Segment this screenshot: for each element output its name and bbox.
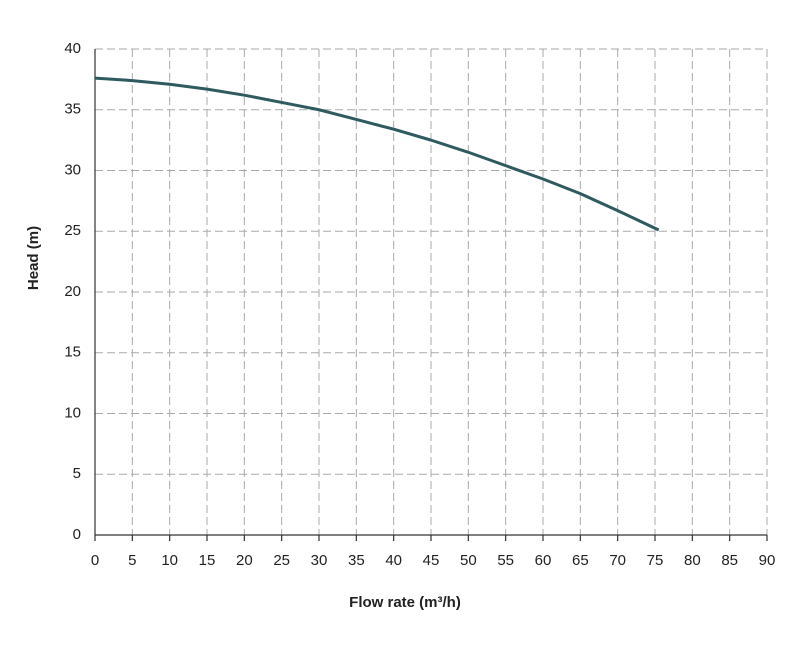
y-tick-label: 35 [64,101,81,118]
x-tick-label: 40 [385,552,402,569]
x-tick-label: 10 [161,552,178,569]
x-tick-label: 80 [684,552,701,569]
x-tick-label: 25 [273,552,290,569]
x-tick-label: 90 [759,552,776,569]
y-tick-label: 15 [64,344,81,361]
x-tick-label: 75 [647,552,664,569]
x-tick-label: 50 [460,552,477,569]
y-tick-label: 40 [64,40,81,57]
data-line [94,76,660,232]
x-tick-label: 55 [497,552,514,569]
x-tick-label: 15 [199,552,216,569]
y-axis-label: Head (m) [25,226,42,290]
x-axis-label: Flow rate (m³/h) [349,594,461,611]
x-tick-label: 20 [236,552,253,569]
x-tick-label: 45 [423,552,440,569]
x-tick-label: 35 [348,552,365,569]
y-tick-label: 10 [64,404,81,421]
y-tick-label: 25 [64,222,81,239]
x-tick-label: 85 [721,552,738,569]
y-tick-label: 0 [73,526,81,543]
y-tick-label: 20 [64,283,81,300]
x-tick-label: 70 [609,552,626,569]
x-tick-label: 30 [311,552,328,569]
y-tick-label: 30 [64,161,81,178]
x-tick-label: 65 [572,552,589,569]
y-tick-label: 5 [73,465,81,482]
x-tick-label: 0 [91,552,99,569]
x-tick-label: 5 [128,552,136,569]
x-tick-label: 60 [535,552,552,569]
